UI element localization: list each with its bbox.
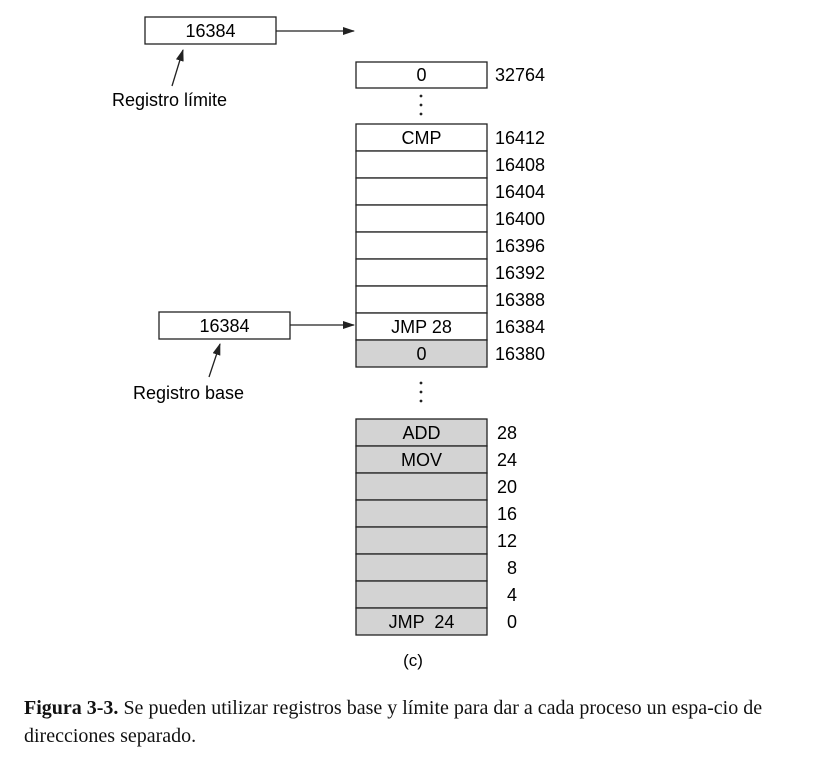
- memory-cell: ADD 28: [355, 418, 517, 447]
- limit-register-box: [144, 16, 277, 45]
- memory-cell-box: [355, 285, 488, 314]
- memory-cell-box: [355, 339, 488, 368]
- memory-cell-box: [355, 553, 488, 582]
- memory-cell-address: 16392: [495, 263, 545, 283]
- memory-cell: 12: [355, 526, 517, 555]
- memory-cell-address: 16396: [495, 236, 545, 256]
- memory-cell-box: [355, 177, 488, 206]
- memory-cell-address: 16380: [495, 344, 545, 364]
- memory-cell: 16396: [355, 231, 545, 260]
- memory-cell-address: 12: [497, 531, 517, 551]
- memory-cell: 16404: [355, 177, 545, 206]
- memory-cell-address: 16412: [495, 128, 545, 148]
- base-register-value: 16384: [199, 316, 249, 336]
- limit-register-label: Registro límite: [112, 90, 227, 110]
- memory-cell-box: [355, 150, 488, 179]
- memory-cell-address: 16408: [495, 155, 545, 175]
- ellipsis-middle: [419, 381, 423, 403]
- memory-cell-box: [355, 580, 488, 609]
- memory-cell-box: [355, 607, 488, 636]
- memory-cell-content: JMP 28: [391, 317, 452, 337]
- limit-register-value: 16384: [185, 21, 235, 41]
- memory-cell: 16400: [355, 204, 545, 233]
- memory-cell-box: [355, 418, 488, 447]
- memory-cell: JMP 28 16384: [355, 312, 545, 341]
- lower-memory-block: ADD 28 MOV 24 20 16 12 8 4 JMP 24 0: [355, 418, 517, 636]
- caption-text: Se pueden utilizar registros base y lími…: [24, 697, 763, 747]
- memory-cell: CMP 16412: [355, 123, 545, 152]
- memory-cell-address: 4: [507, 585, 517, 605]
- memory-cell-address: 16384: [495, 317, 545, 337]
- memory-cell-address: 16400: [495, 209, 545, 229]
- memory-cell: 16392: [355, 258, 545, 287]
- memory-cell: 16408: [355, 150, 545, 179]
- limit-register: 16384 Registro límite: [112, 16, 355, 110]
- memory-cell: 0 16380: [355, 339, 545, 368]
- memory-cell-address: 8: [507, 558, 517, 578]
- memory-cell-address: 0: [507, 612, 517, 632]
- memory-cell-content: MOV: [401, 450, 442, 470]
- memory-cell-address: 16388: [495, 290, 545, 310]
- memory-cell: 8: [355, 553, 517, 582]
- memory-cell: MOV 24: [355, 445, 517, 474]
- top-cell-address: 32764: [495, 65, 545, 85]
- memory-cell: 16: [355, 499, 517, 528]
- panel-label: (c): [403, 651, 423, 670]
- memory-cell-box: [355, 499, 488, 528]
- upper-memory-block: CMP 16412164081640416400163961639216388JM…: [355, 123, 545, 368]
- memory-cell-box: [355, 258, 488, 287]
- memory-cell-box: [355, 231, 488, 260]
- ellipsis-upper: [419, 94, 423, 116]
- limit-label-pointer: [171, 49, 184, 87]
- memory-cell: 16388: [355, 285, 545, 314]
- caption-label: Figura 3-3.: [24, 697, 119, 719]
- memory-cell-address: 24: [497, 450, 517, 470]
- memory-diagram: 16384 Registro límite 0 32764 CMP 1641216…: [112, 16, 545, 670]
- top-memory-cell: 0 32764: [355, 61, 545, 89]
- memory-cell-content: 0: [416, 344, 426, 364]
- memory-cell-box: [355, 204, 488, 233]
- memory-cell-address: 16404: [495, 182, 545, 202]
- base-label-pointer: [208, 343, 221, 378]
- memory-cell: 20: [355, 472, 517, 501]
- memory-cell: JMP 24 0: [355, 607, 517, 636]
- memory-cell-address: 28: [497, 423, 517, 443]
- base-register-label: Registro base: [133, 383, 244, 403]
- memory-cell: 4: [355, 580, 517, 609]
- memory-cell-address: 20: [497, 477, 517, 497]
- memory-cell-content: JMP 24: [389, 612, 455, 632]
- memory-cell-address: 16: [497, 504, 517, 524]
- memory-cell-content: CMP: [402, 128, 442, 148]
- memory-cell-box: [355, 526, 488, 555]
- memory-cell-box: [355, 472, 488, 501]
- memory-cell-content: ADD: [402, 423, 440, 443]
- figure-caption: Figura 3-3. Se pueden utilizar registros…: [24, 694, 804, 750]
- base-register: 16384 Registro base: [133, 311, 355, 403]
- top-cell-content: 0: [416, 65, 426, 85]
